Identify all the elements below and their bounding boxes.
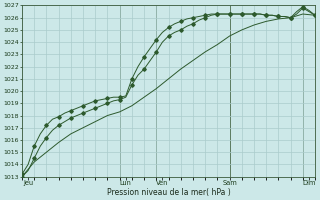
X-axis label: Pression niveau de la mer( hPa ): Pression niveau de la mer( hPa ): [107, 188, 230, 197]
